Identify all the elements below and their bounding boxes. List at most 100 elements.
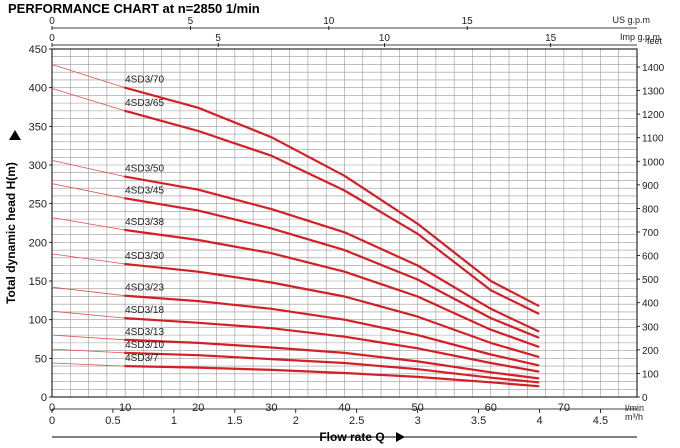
y2-tick-label: 1000 xyxy=(642,157,665,168)
x-m3h-unit: m³/h xyxy=(625,412,643,422)
x-usgpm-tick-label: 15 xyxy=(462,16,474,27)
curve-extension-1 xyxy=(51,88,126,112)
curve-label: 4SD3/70 xyxy=(125,75,164,86)
y2-unit: feet xyxy=(647,36,663,46)
x-m3h-tick-label: 2 xyxy=(293,415,299,427)
x-axis-label: Flow rate Q xyxy=(319,430,384,444)
x-tick-label: 60 xyxy=(485,402,497,414)
curve-label: 4SD3/7 xyxy=(125,353,159,364)
curve-label: 4SD3/30 xyxy=(125,251,164,262)
curve-5 xyxy=(124,262,540,358)
curve-label: 4SD3/50 xyxy=(125,164,164,175)
curve-extension-0 xyxy=(51,64,126,89)
axes: 0501001502002503003504004500100200300400… xyxy=(4,15,665,444)
y2-tick-label: 900 xyxy=(642,181,659,192)
x-tick-label: 10 xyxy=(119,402,131,414)
y2-tick-label: 100 xyxy=(642,369,659,380)
y-tick-label: 50 xyxy=(35,353,47,365)
x-tick-label: 20 xyxy=(192,402,204,414)
y-tick-label: 250 xyxy=(29,199,47,211)
curve-10 xyxy=(124,365,540,388)
curve-6 xyxy=(124,294,540,367)
curve-label: 4SD3/10 xyxy=(125,340,164,351)
curve-extension-10 xyxy=(51,362,126,367)
curve-extension-4 xyxy=(51,217,126,231)
curve-label: 4SD3/18 xyxy=(125,305,164,316)
curve-extension-6 xyxy=(51,286,126,297)
x-m3h-tick-label: 1.5 xyxy=(227,415,242,427)
x-usgpm-tick-label: 10 xyxy=(323,16,335,27)
curve-label: 4SD3/13 xyxy=(125,327,164,338)
curve-4 xyxy=(124,228,540,348)
x-impgpm-tick-label: 0 xyxy=(49,33,55,44)
x-axis-arrow-icon xyxy=(396,432,405,442)
curve-labels: 4SD3/70 4SD3/65 4SD3/50 4SD3/45 4SD3/38 4SD3/… xyxy=(125,75,164,364)
curve-extension-2 xyxy=(51,160,126,177)
y-tick-label: 450 xyxy=(29,44,47,56)
x-usgpm-tick-label: 0 xyxy=(49,16,55,27)
x-m3h-tick-label: 4 xyxy=(536,415,542,427)
y2-tick-label: 1200 xyxy=(642,110,665,121)
curve-extension-3 xyxy=(51,183,126,199)
y2-tick-label: 700 xyxy=(642,228,659,239)
y2-tick-label: 600 xyxy=(642,252,659,263)
y-axis-label: Total dynamic head H(m) xyxy=(4,162,18,304)
x-tick-label: 0 xyxy=(49,402,55,414)
x-tick-label: 50 xyxy=(412,402,424,414)
y-tick-label: 400 xyxy=(29,83,47,95)
y2-tick-label: 1100 xyxy=(642,134,664,145)
y2-tick-label: 500 xyxy=(642,275,659,286)
x-m3h-tick-label: 4.5 xyxy=(593,415,608,427)
curve-extension-7 xyxy=(51,310,126,319)
x-impgpm-tick-label: 15 xyxy=(545,33,557,44)
curves xyxy=(51,64,540,388)
y-axis-arrow-icon xyxy=(9,130,21,140)
y-tick-label: 100 xyxy=(29,315,47,327)
x-m3h-tick-label: 3.5 xyxy=(471,415,486,427)
y2-tick-label: 300 xyxy=(642,322,659,333)
x-tick-label: 30 xyxy=(265,402,277,414)
plot-frame xyxy=(51,48,638,398)
x-usgpm-tick-label: 5 xyxy=(188,16,194,27)
x-impgpm-unit: Imp g.p.m xyxy=(620,32,660,42)
y2-tick-label: 1400 xyxy=(642,63,665,74)
y-tick-label: 0 xyxy=(41,392,47,404)
x-impgpm-tick-label: 10 xyxy=(379,33,391,44)
y2-tick-label: 200 xyxy=(642,346,659,357)
chart-title: PERFORMANCE CHART at n=2850 1/min xyxy=(8,1,260,16)
x-m3h-tick-label: 0 xyxy=(49,415,55,427)
y-tick-label: 150 xyxy=(29,276,47,288)
curve-extension-5 xyxy=(51,253,126,265)
curve-label: 4SD3/65 xyxy=(125,98,164,109)
x-usgpm-unit: US g.p.m xyxy=(612,15,650,25)
curve-2 xyxy=(124,175,540,333)
curve-label: 4SD3/45 xyxy=(125,185,164,196)
curve-extension-9 xyxy=(51,348,126,354)
curve-0 xyxy=(124,86,540,307)
curve-3 xyxy=(124,197,540,339)
x-m3h-tick-label: 3 xyxy=(415,415,421,427)
curve-9 xyxy=(124,351,540,384)
y-tick-label: 350 xyxy=(29,121,47,133)
curve-7 xyxy=(124,317,540,373)
x-m3h-tick-label: 2.5 xyxy=(349,415,364,427)
x-tick-label: 40 xyxy=(338,402,350,414)
y-tick-label: 300 xyxy=(29,160,47,172)
curve-label: 4SD3/23 xyxy=(125,283,164,294)
x-tick-label: 70 xyxy=(558,402,570,414)
y2-tick-label: 800 xyxy=(642,204,659,215)
curve-extension-8 xyxy=(51,334,126,341)
curve-8 xyxy=(124,338,540,380)
y-tick-label: 200 xyxy=(29,237,47,249)
x-m3h-tick-label: 0.5 xyxy=(105,415,120,427)
x-impgpm-tick-label: 5 xyxy=(215,33,221,44)
curve-label: 4SD3/38 xyxy=(125,217,164,228)
x-m3h-tick-label: 1 xyxy=(171,415,177,427)
curve-1 xyxy=(124,109,540,315)
x-unit: l/min xyxy=(625,403,644,413)
y2-tick-label: 1300 xyxy=(642,87,665,98)
y2-tick-label: 0 xyxy=(642,393,648,404)
grid xyxy=(51,48,638,398)
y2-tick-label: 400 xyxy=(642,299,659,310)
